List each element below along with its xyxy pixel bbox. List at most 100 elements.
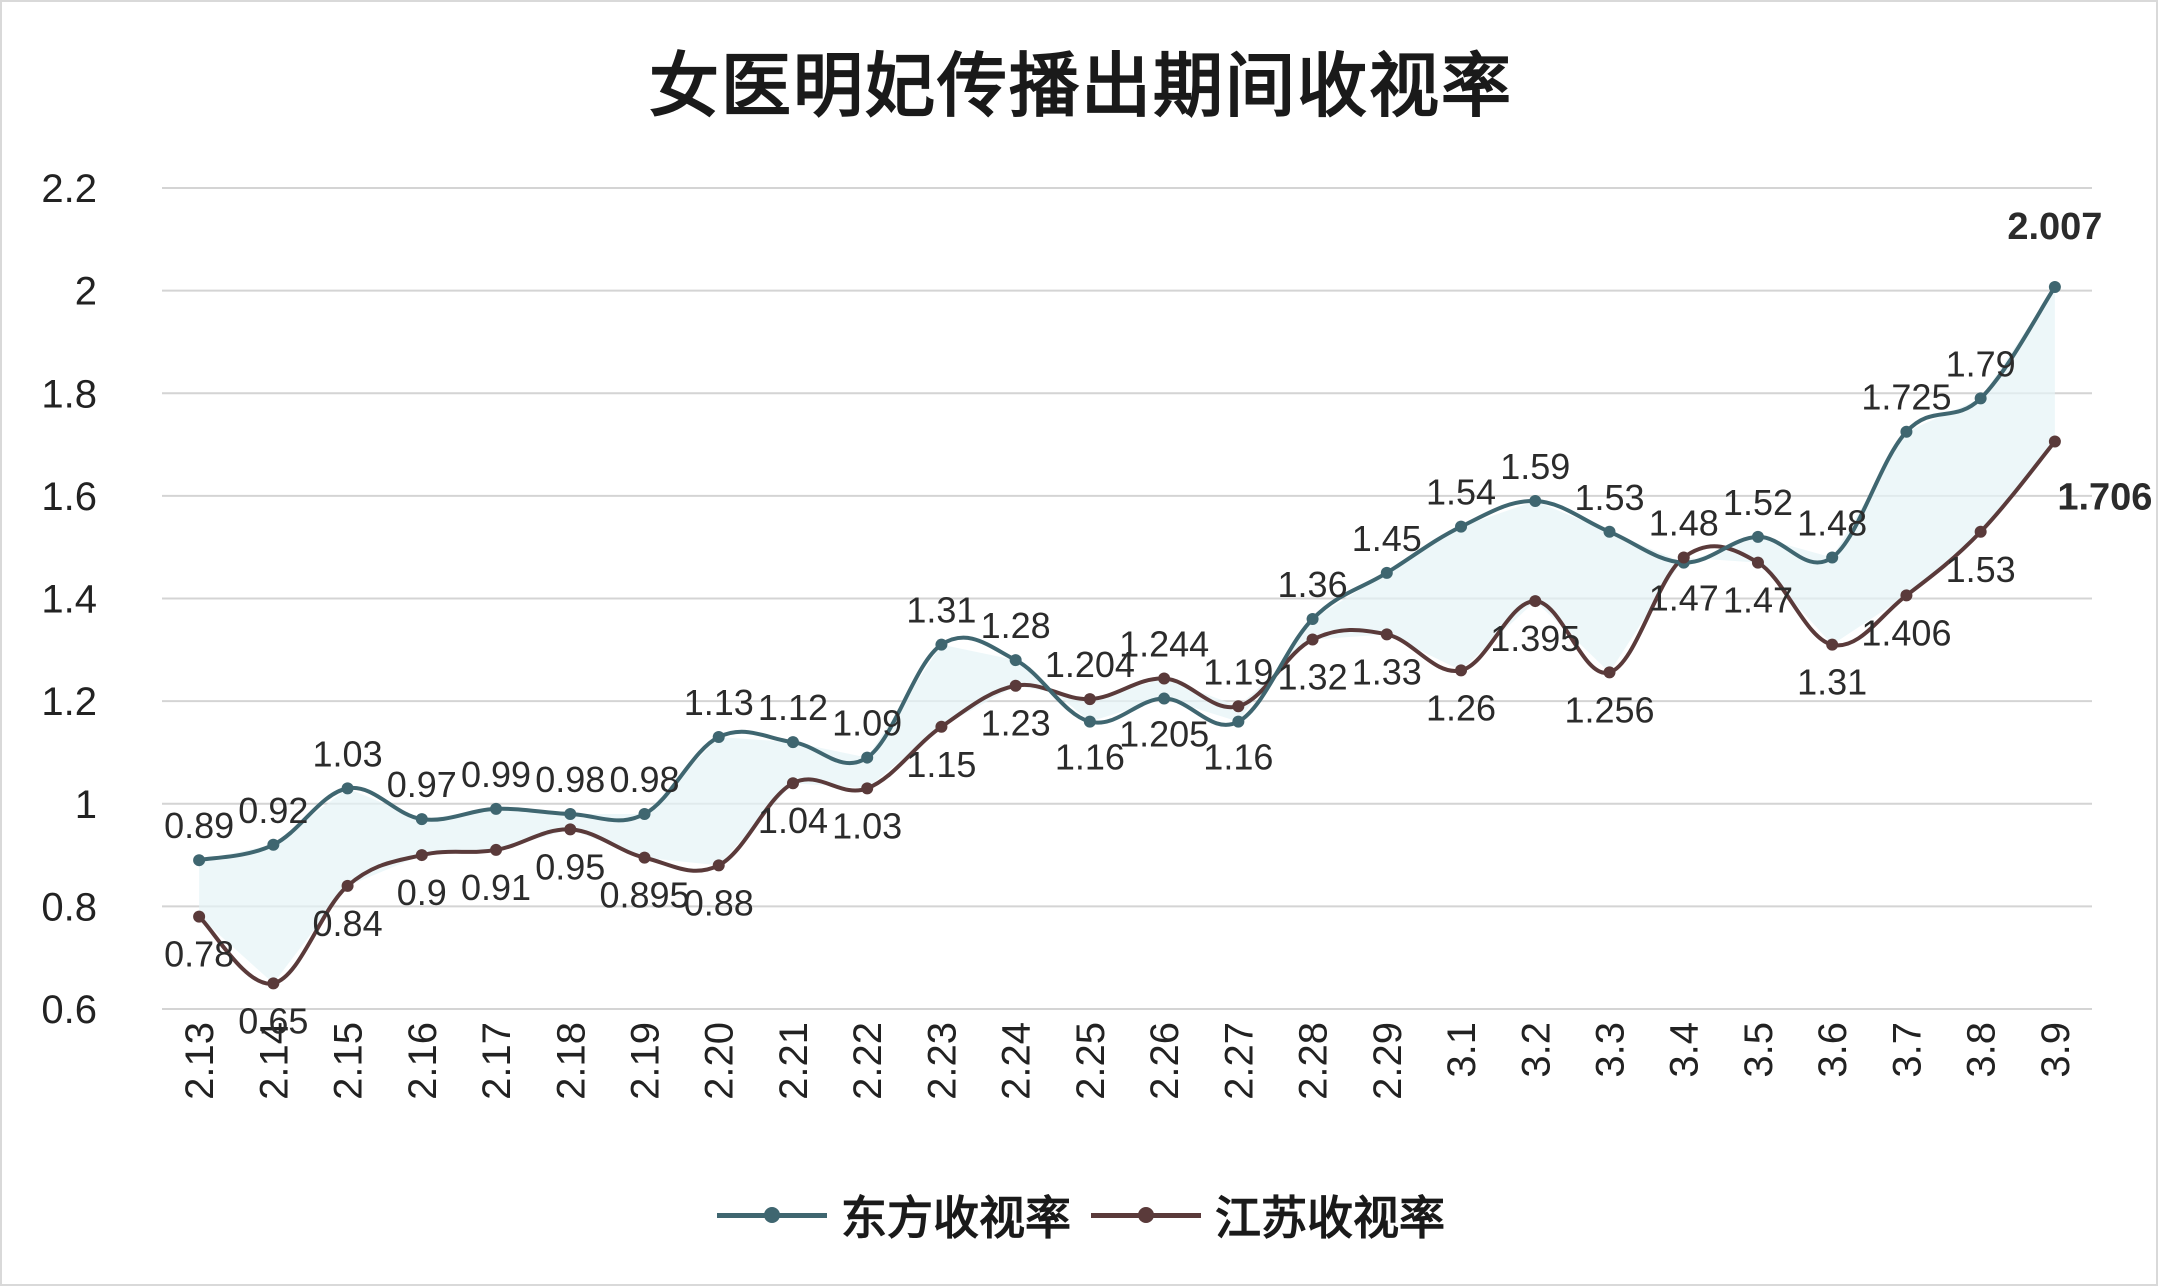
data-label-dongfang: 0.97 xyxy=(387,764,457,805)
data-label-dongfang: 1.16 xyxy=(1055,737,1125,778)
data-point-dongfang xyxy=(267,838,280,851)
data-point-jiangsu xyxy=(1751,556,1764,569)
x-tick-label: 2.17 xyxy=(475,1022,519,1100)
data-point-jiangsu xyxy=(341,879,354,892)
x-tick-label: 3.8 xyxy=(1960,1022,2004,1078)
data-point-jiangsu xyxy=(1009,679,1022,692)
y-tick-label: 1.6 xyxy=(41,475,97,519)
data-label-dongfang: 1.28 xyxy=(981,605,1051,646)
data-label-dongfang: 0.89 xyxy=(164,805,234,846)
data-point-jiangsu xyxy=(712,859,725,872)
data-label-jiangsu: 0.91 xyxy=(461,867,531,908)
data-point-jiangsu xyxy=(1900,589,1913,602)
data-label-jiangsu: 0.88 xyxy=(684,882,754,923)
data-label-jiangsu: 1.706 xyxy=(2057,476,2152,518)
series-band xyxy=(199,287,2055,984)
data-label-jiangsu: 1.204 xyxy=(1045,644,1135,685)
data-point-jiangsu xyxy=(193,910,206,923)
x-tick-label: 2.29 xyxy=(1366,1022,1410,1100)
data-point-jiangsu xyxy=(638,851,651,864)
x-tick-label: 3.5 xyxy=(1737,1022,1781,1078)
x-tick-label: 3.6 xyxy=(1811,1022,1855,1078)
legend-swatch-jiangsu xyxy=(1091,1200,1201,1230)
data-point-jiangsu xyxy=(1306,633,1319,646)
data-point-dongfang xyxy=(712,731,725,744)
data-label-dongfang: 1.45 xyxy=(1352,518,1422,559)
data-point-dongfang xyxy=(1900,425,1913,438)
data-point-dongfang xyxy=(1380,566,1393,579)
data-label-jiangsu: 1.406 xyxy=(1861,612,1951,653)
data-label-jiangsu: 1.19 xyxy=(1203,651,1273,692)
data-point-jiangsu xyxy=(2048,435,2061,448)
x-tick-label: 2.25 xyxy=(1069,1022,1113,1100)
x-tick-label: 3.2 xyxy=(1514,1022,1558,1078)
legend-item-jiangsu: 江苏收视率 xyxy=(1091,1182,1445,1248)
data-label-dongfang: 1.725 xyxy=(1861,377,1951,418)
data-label-jiangsu: 1.26 xyxy=(1426,687,1496,728)
x-tick-label: 2.23 xyxy=(920,1022,964,1100)
x-tick-label: 2.14 xyxy=(252,1022,296,1100)
data-label-dongfang: 0.98 xyxy=(535,759,605,800)
x-tick-label: 2.28 xyxy=(1292,1022,1336,1100)
data-label-jiangsu: 1.256 xyxy=(1564,689,1654,730)
y-tick-label: 1.4 xyxy=(41,578,97,622)
data-point-dongfang xyxy=(564,808,577,821)
data-point-dongfang xyxy=(415,813,428,826)
x-tick-label: 2.27 xyxy=(1217,1022,1261,1100)
y-tick-label: 2 xyxy=(75,270,97,314)
data-point-jiangsu xyxy=(1974,525,1987,538)
data-point-dongfang xyxy=(1455,520,1468,533)
data-point-jiangsu xyxy=(415,849,428,862)
data-label-dongfang: 1.47 xyxy=(1649,578,1719,619)
data-label-jiangsu: 1.32 xyxy=(1278,657,1348,698)
x-tick-label: 3.4 xyxy=(1663,1022,1707,1078)
data-point-dongfang xyxy=(193,854,206,867)
data-point-dongfang xyxy=(786,736,799,749)
data-label-dongfang: 1.52 xyxy=(1723,482,1793,523)
data-point-jiangsu xyxy=(1380,628,1393,641)
data-label-dongfang: 1.16 xyxy=(1203,737,1273,778)
data-point-dongfang xyxy=(935,638,948,651)
data-point-jiangsu xyxy=(267,977,280,990)
data-label-jiangsu: 0.65 xyxy=(238,1000,308,1041)
y-tick-label: 0.8 xyxy=(41,885,97,929)
data-label-jiangsu: 0.78 xyxy=(164,934,234,975)
data-label-jiangsu: 1.04 xyxy=(758,800,828,841)
data-point-jiangsu xyxy=(1232,700,1245,713)
data-point-dongfang xyxy=(1826,551,1839,564)
data-point-jiangsu xyxy=(1158,672,1171,685)
data-point-dongfang xyxy=(1529,495,1542,508)
data-point-dongfang xyxy=(2048,281,2061,294)
data-point-dongfang xyxy=(1603,525,1616,538)
data-label-jiangsu: 1.33 xyxy=(1352,651,1422,692)
data-point-dongfang xyxy=(1974,392,1987,405)
data-point-dongfang xyxy=(1751,530,1764,543)
data-label-dongfang: 2.007 xyxy=(2007,206,2102,248)
data-label-dongfang: 1.54 xyxy=(1426,472,1496,513)
legend: 东方收视率 江苏收视率 xyxy=(2,1182,2158,1248)
y-tick-label: 1.2 xyxy=(41,680,97,724)
data-point-dongfang xyxy=(1009,654,1022,667)
data-point-dongfang xyxy=(490,802,503,815)
data-label-jiangsu: 1.23 xyxy=(981,703,1051,744)
data-label-jiangsu: 1.48 xyxy=(1649,502,1719,543)
data-point-jiangsu xyxy=(1083,693,1096,706)
data-point-jiangsu xyxy=(786,777,799,790)
data-label-dongfang: 1.31 xyxy=(906,590,976,631)
x-tick-label: 2.22 xyxy=(846,1022,890,1100)
data-point-jiangsu xyxy=(1529,595,1542,608)
x-tick-label: 3.1 xyxy=(1440,1022,1484,1078)
data-label-jiangsu: 0.84 xyxy=(313,903,383,944)
data-point-dongfang xyxy=(861,751,874,764)
data-point-jiangsu xyxy=(1826,638,1839,651)
data-label-dongfang: 1.12 xyxy=(758,687,828,728)
data-label-dongfang: 1.09 xyxy=(832,703,902,744)
data-point-jiangsu xyxy=(935,720,948,733)
x-tick-label: 2.24 xyxy=(995,1022,1039,1100)
data-point-dongfang xyxy=(1158,692,1171,705)
data-label-dongfang: 1.53 xyxy=(1574,477,1644,518)
data-label-jiangsu: 1.395 xyxy=(1490,618,1580,659)
x-tick-label: 2.19 xyxy=(624,1022,668,1100)
